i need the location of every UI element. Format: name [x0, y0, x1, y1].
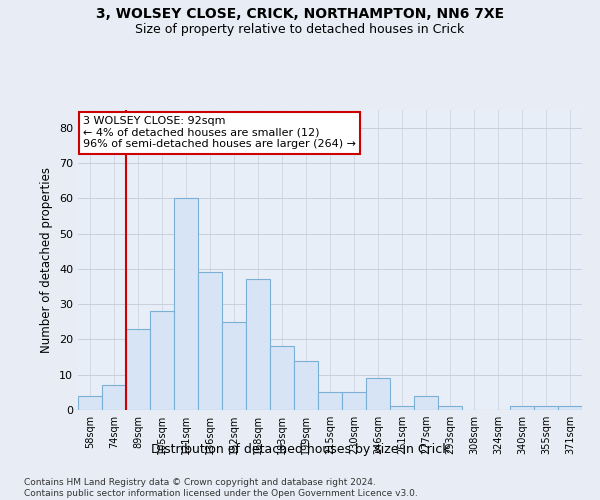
Bar [318, 392, 342, 410]
Text: 3, WOLSEY CLOSE, CRICK, NORTHAMPTON, NN6 7XE: 3, WOLSEY CLOSE, CRICK, NORTHAMPTON, NN6… [96, 8, 504, 22]
Text: 3 WOLSEY CLOSE: 92sqm
← 4% of detached houses are smaller (12)
96% of semi-detac: 3 WOLSEY CLOSE: 92sqm ← 4% of detached h… [83, 116, 356, 149]
Bar [366, 378, 390, 410]
Bar [102, 386, 126, 410]
Bar [246, 280, 270, 410]
Bar [558, 406, 582, 410]
Text: Distribution of detached houses by size in Crick: Distribution of detached houses by size … [151, 442, 449, 456]
Text: Size of property relative to detached houses in Crick: Size of property relative to detached ho… [136, 22, 464, 36]
Bar [150, 311, 174, 410]
Bar [534, 406, 558, 410]
Bar [198, 272, 222, 410]
Bar [510, 406, 534, 410]
Bar [270, 346, 294, 410]
Text: Contains HM Land Registry data © Crown copyright and database right 2024.
Contai: Contains HM Land Registry data © Crown c… [24, 478, 418, 498]
Bar [126, 329, 150, 410]
Bar [438, 406, 462, 410]
Y-axis label: Number of detached properties: Number of detached properties [40, 167, 53, 353]
Bar [222, 322, 246, 410]
Bar [174, 198, 198, 410]
Bar [294, 360, 318, 410]
Bar [78, 396, 102, 410]
Bar [390, 406, 414, 410]
Bar [414, 396, 438, 410]
Bar [342, 392, 366, 410]
